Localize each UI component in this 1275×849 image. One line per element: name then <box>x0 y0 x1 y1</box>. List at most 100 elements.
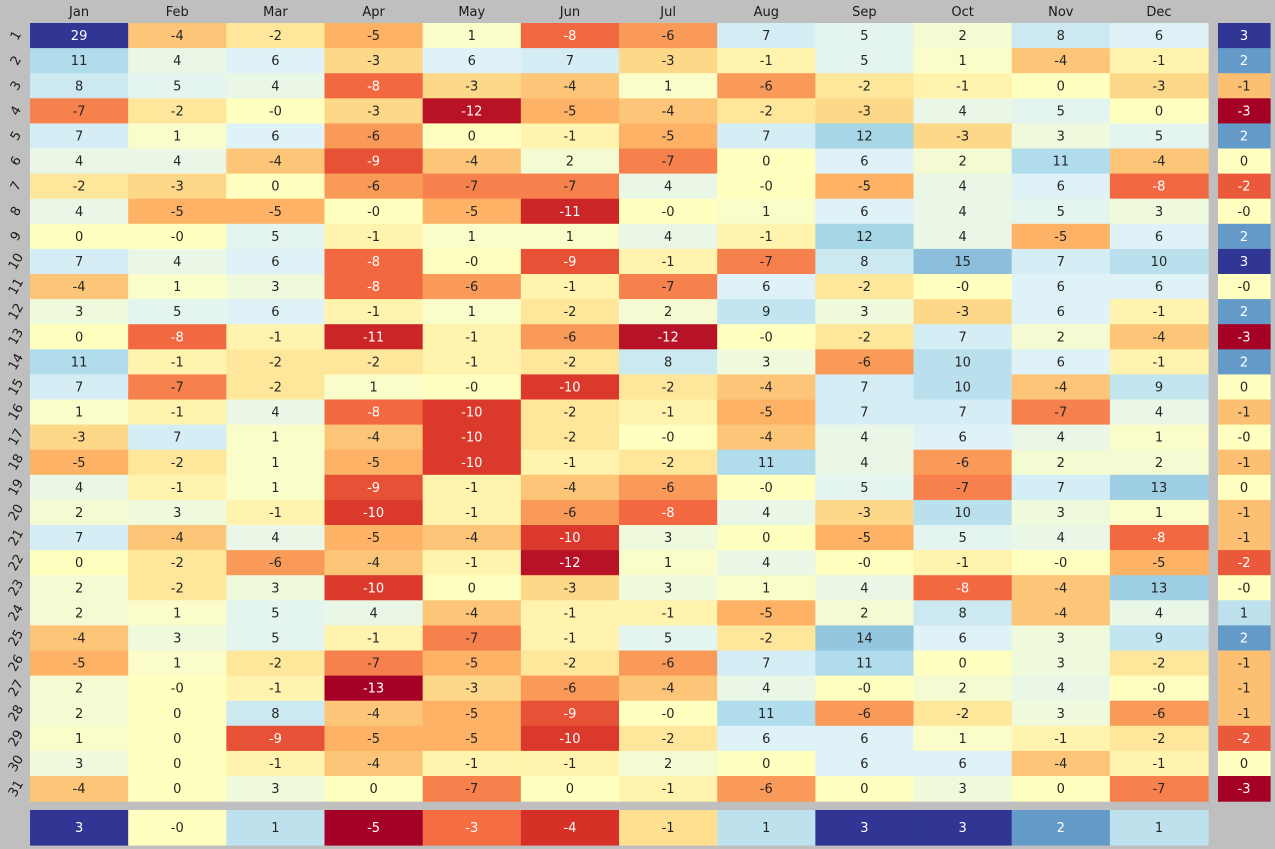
heatmap-cell-label: 0 <box>1155 104 1163 119</box>
heatmap-cell <box>815 73 915 99</box>
heatmap-cell-label: -4 <box>73 280 86 295</box>
heatmap-cell <box>913 73 1013 99</box>
heatmap-cell <box>520 324 620 350</box>
column-summary-cell-label: 3 <box>75 821 83 836</box>
heatmap-cell <box>913 776 1013 802</box>
heatmap-cell <box>422 274 522 300</box>
heatmap-cell <box>1109 274 1209 300</box>
column-label: Oct <box>951 5 973 20</box>
heatmap-cell <box>30 625 129 652</box>
heatmap-cell <box>128 700 227 727</box>
heatmap-cell-label: 7 <box>1057 255 1065 270</box>
column-summary-cell <box>226 810 326 846</box>
heatmap-cell <box>1109 750 1209 777</box>
heatmap-cell <box>815 374 915 401</box>
heatmap-cell-label: 1 <box>173 129 181 144</box>
heatmap-cell-label: 5 <box>271 230 279 245</box>
heatmap-cell <box>717 349 816 375</box>
heatmap-cell <box>324 98 424 124</box>
heatmap-cell <box>128 550 227 576</box>
heatmap-cell-label: -0 <box>662 431 675 446</box>
row-summary-cell-label: -0 <box>1238 205 1251 220</box>
heatmap-cell <box>1109 525 1209 551</box>
heatmap-cell <box>422 675 522 702</box>
row-label: 3 <box>8 79 25 94</box>
heatmap-cell <box>324 223 424 250</box>
heatmap-cell-label: -5 <box>760 406 773 421</box>
heatmap-cell <box>815 625 915 652</box>
heatmap-cell <box>815 324 915 350</box>
heatmap-cell-label: -0 <box>465 380 478 395</box>
row-label: 14 <box>6 351 27 373</box>
heatmap-cell-label: 7 <box>860 380 868 395</box>
heatmap-cell <box>815 349 915 375</box>
column-summary-cell-label: -1 <box>662 821 675 836</box>
heatmap-cell-label: 10 <box>954 506 971 521</box>
heatmap-cell <box>226 474 326 501</box>
heatmap-cell <box>1011 274 1111 300</box>
heatmap-cell <box>30 98 129 124</box>
heatmap-cell <box>422 625 522 652</box>
heatmap-cell-label: -13 <box>363 682 384 697</box>
heatmap-cell <box>913 148 1013 175</box>
heatmap-cell <box>913 299 1013 325</box>
heatmap-cell-label: -6 <box>760 79 773 94</box>
heatmap-cell <box>422 148 522 175</box>
row-summary-cell <box>1218 750 1271 777</box>
heatmap-cell <box>226 449 326 476</box>
heatmap-cell-label: 4 <box>762 682 770 697</box>
heatmap-cell-label: 6 <box>271 129 279 144</box>
heatmap-cell <box>913 625 1013 652</box>
heatmap-cell <box>913 23 1013 49</box>
row-summary-cell <box>1218 123 1271 150</box>
heatmap-cell <box>1011 48 1111 74</box>
heatmap-cell-label: 4 <box>1155 406 1163 421</box>
heatmap-cell-label: -4 <box>465 155 478 170</box>
heatmap-cell-label: -1 <box>171 406 184 421</box>
heatmap-cell <box>717 23 816 49</box>
row-summary-cell <box>1218 474 1271 501</box>
row-label: 26 <box>6 652 27 674</box>
heatmap-cell-label: 3 <box>75 305 83 320</box>
heatmap-cell <box>717 675 816 702</box>
heatmap-cell <box>815 725 915 752</box>
heatmap-cell <box>717 248 816 275</box>
heatmap-cell <box>324 700 424 727</box>
heatmap-cell <box>520 776 620 802</box>
heatmap-cell-label: -2 <box>563 355 576 370</box>
heatmap-cell <box>619 374 718 401</box>
heatmap-cell <box>913 424 1013 451</box>
heatmap-cell <box>324 575 424 601</box>
heatmap-cell-label: -5 <box>563 104 576 119</box>
heatmap-cell-label: -3 <box>956 305 969 320</box>
row-summary-cell <box>1218 374 1271 401</box>
heatmap-cell-label: 11 <box>758 456 775 471</box>
heatmap-cell-label: -0 <box>662 707 675 722</box>
row-summary-cell <box>1218 499 1271 526</box>
heatmap-cell-label: 3 <box>271 782 279 797</box>
heatmap-cell <box>815 123 915 150</box>
column-labels: Jan Feb Mar Apr May Jun Jul Aug Sep Oct Nov Dec <box>68 5 1171 20</box>
heatmap-cell-label: 3 <box>762 355 770 370</box>
heatmap-cell-label: 1 <box>271 456 279 471</box>
heatmap-cell <box>520 223 620 250</box>
heatmap-cell <box>324 474 424 501</box>
heatmap-cell <box>1109 625 1209 652</box>
heatmap-cell <box>1109 499 1209 526</box>
heatmap-cell <box>30 750 129 777</box>
heatmap-cell-label: 0 <box>173 732 181 747</box>
heatmap-cell-label: -4 <box>367 707 380 722</box>
heatmap-cell <box>324 324 424 350</box>
heatmap-cell <box>226 525 326 551</box>
heatmap-cell-label: 10 <box>954 380 971 395</box>
heatmap-cell <box>717 173 816 200</box>
column-summary-cell <box>815 810 915 846</box>
heatmap-cell <box>226 148 326 175</box>
row-label: 16 <box>6 401 27 423</box>
heatmap-cell-label: 2 <box>75 506 83 521</box>
heatmap-cell-label: 0 <box>762 155 770 170</box>
column-label: Apr <box>362 5 385 20</box>
heatmap-cell-label: -6 <box>367 129 380 144</box>
heatmap-cell-label: 7 <box>860 406 868 421</box>
heatmap-cell-label: 6 <box>1155 280 1163 295</box>
